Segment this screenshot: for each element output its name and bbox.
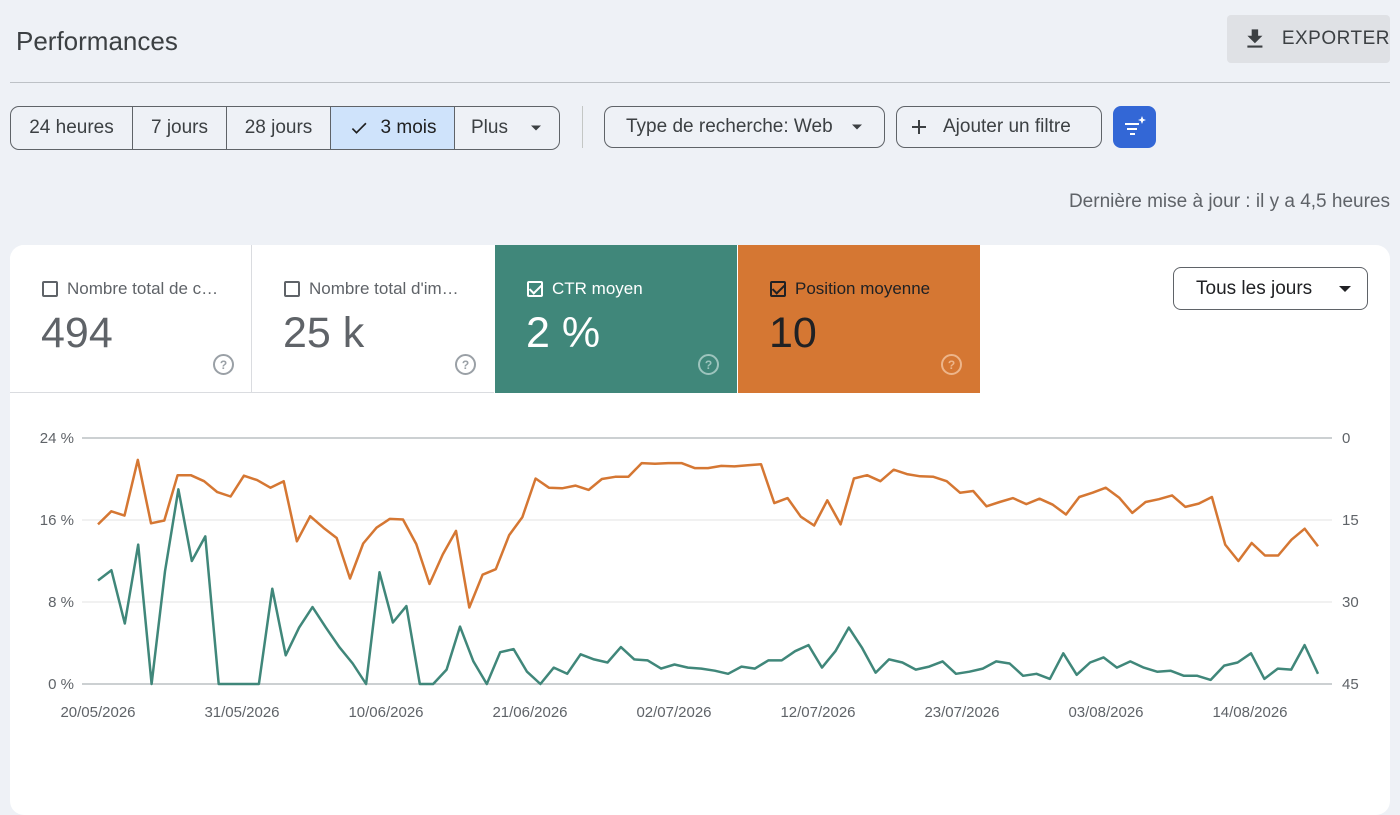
y-left-tick-label: 24 % bbox=[40, 430, 74, 447]
add-filter-button[interactable]: Ajouter un filtre bbox=[896, 106, 1102, 148]
filter-sparkle-button[interactable] bbox=[1113, 106, 1156, 148]
y-right-tick-label: 30 bbox=[1342, 594, 1359, 611]
y-right-tick-label: 45 bbox=[1342, 676, 1359, 693]
granularity-dropdown[interactable]: Tous les jours bbox=[1173, 267, 1368, 310]
performance-card: Nombre total de c… 494 ? Nombre total d'… bbox=[10, 245, 1390, 815]
help-icon[interactable]: ? bbox=[455, 354, 476, 375]
metric-checkbox[interactable] bbox=[770, 281, 786, 297]
position-series-line bbox=[97, 458, 1319, 609]
search-type-filter[interactable]: Type de recherche: Web bbox=[604, 106, 885, 148]
metric-value: 2 % bbox=[526, 309, 601, 357]
y-left-tick-label: 0 % bbox=[48, 676, 74, 693]
x-tick-label: 03/08/2026 bbox=[1068, 704, 1143, 721]
metric-ctr[interactable]: CTR moyen 2 % ? bbox=[495, 245, 737, 393]
range-label: Plus bbox=[471, 117, 508, 138]
metric-impressions[interactable]: Nombre total d'im… 25 k ? bbox=[252, 245, 494, 393]
metric-checkbox[interactable] bbox=[42, 281, 58, 297]
range-3m-button[interactable]: 3 mois bbox=[331, 107, 455, 149]
x-tick-label: 21/06/2026 bbox=[492, 704, 567, 721]
check-icon bbox=[351, 122, 367, 134]
metric-label: Nombre total de c… bbox=[67, 279, 219, 298]
plus-icon bbox=[912, 120, 926, 134]
metric-label: Nombre total d'im… bbox=[309, 279, 459, 298]
range-24h-button[interactable]: 24 heures bbox=[11, 107, 133, 149]
metric-checkbox[interactable] bbox=[284, 281, 300, 297]
x-tick-label: 02/07/2026 bbox=[636, 704, 711, 721]
toolbar-divider bbox=[582, 106, 583, 148]
help-icon[interactable]: ? bbox=[698, 354, 719, 375]
metric-label: Position moyenne bbox=[795, 279, 931, 298]
performance-chart: 24 % 0 16 % 15 8 % 30 0 % 45 20/05/2026 31/05/202… bbox=[40, 430, 1359, 721]
metric-position[interactable]: Position moyenne 10 ? bbox=[738, 245, 980, 393]
metric-checkbox[interactable] bbox=[527, 281, 543, 297]
header-divider bbox=[10, 82, 1390, 83]
help-icon[interactable]: ? bbox=[213, 354, 234, 375]
x-tick-label: 20/05/2026 bbox=[60, 704, 135, 721]
range-7d-button[interactable]: 7 jours bbox=[133, 107, 227, 149]
caret-down-icon bbox=[530, 125, 541, 131]
range-label: 24 heures bbox=[29, 117, 114, 138]
y-right-tick-label: 15 bbox=[1342, 512, 1359, 529]
export-button[interactable]: EXPORTER bbox=[1227, 15, 1390, 63]
range-label: 28 jours bbox=[244, 117, 313, 138]
x-tick-label: 14/08/2026 bbox=[1212, 704, 1287, 721]
range-more-dropdown[interactable]: Plus bbox=[455, 107, 559, 149]
y-left-tick-label: 16 % bbox=[40, 512, 74, 529]
range-28d-button[interactable]: 28 jours bbox=[227, 107, 331, 149]
metric-label: CTR moyen bbox=[552, 279, 643, 298]
ctr-series-line bbox=[97, 488, 1320, 686]
search-type-label: Type de recherche: Web bbox=[626, 116, 833, 137]
caret-down-icon bbox=[1339, 285, 1352, 292]
metric-clicks[interactable]: Nombre total de c… 494 ? bbox=[10, 245, 252, 393]
filter-sparkle-icon bbox=[1124, 116, 1146, 135]
range-label: 7 jours bbox=[150, 117, 209, 138]
date-range-selector: 24 heures 7 jours 28 jours 3 mois Plus bbox=[10, 106, 560, 150]
x-tick-label: 12/07/2026 bbox=[780, 704, 855, 721]
x-tick-label: 10/06/2026 bbox=[348, 704, 423, 721]
y-left-tick-label: 8 % bbox=[48, 594, 74, 611]
download-icon bbox=[1247, 29, 1263, 48]
last-updated-text: Dernière mise à jour : il y a 4,5 heures bbox=[1068, 191, 1390, 212]
add-filter-label: Ajouter un filtre bbox=[943, 116, 1071, 137]
x-tick-label: 31/05/2026 bbox=[204, 704, 279, 721]
caret-down-icon bbox=[851, 124, 862, 130]
metric-value: 25 k bbox=[283, 309, 365, 357]
page-title: Performances bbox=[16, 26, 178, 56]
range-label: 3 mois bbox=[380, 117, 437, 138]
x-tick-label: 23/07/2026 bbox=[924, 704, 999, 721]
metric-value: 494 bbox=[41, 309, 113, 357]
export-label: EXPORTER bbox=[1281, 28, 1390, 49]
y-right-tick-label: 0 bbox=[1342, 430, 1350, 447]
metric-value: 10 bbox=[769, 309, 817, 357]
granularity-label: Tous les jours bbox=[1196, 277, 1313, 299]
help-icon[interactable]: ? bbox=[941, 354, 962, 375]
